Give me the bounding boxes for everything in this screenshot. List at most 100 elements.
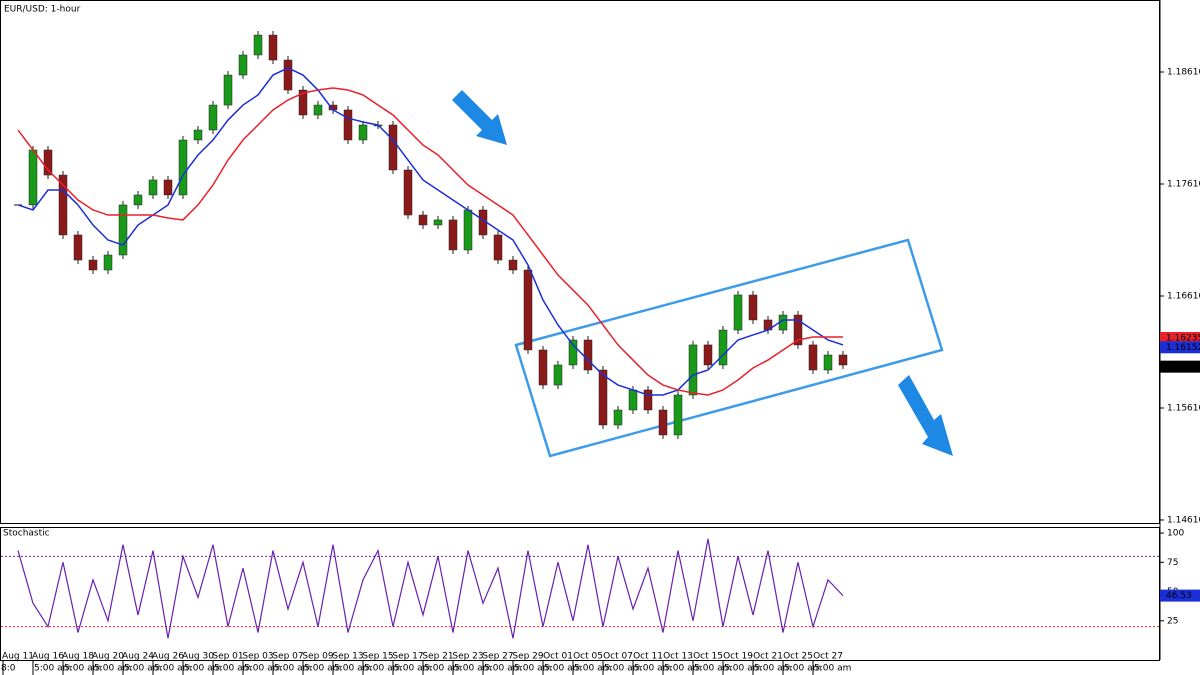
x-time-label: 5:00 am (634, 664, 671, 674)
x-time-label: 5:00 am (394, 664, 431, 674)
candle (148, 179, 158, 196)
price-panel (0, 0, 1160, 524)
x-time-label: 8:0 (1, 664, 16, 674)
x-tick-label: Sep 07 (272, 652, 303, 662)
x-time-label: 5:00 am (724, 664, 761, 674)
x-time-label: 5:00 am (484, 664, 521, 674)
candle (238, 54, 248, 76)
arrow (898, 375, 953, 456)
x-tick-label: Aug 11 (2, 652, 34, 662)
candle (838, 354, 848, 366)
candle (463, 209, 473, 251)
x-time-label: 5:00 am (94, 664, 131, 674)
y-tick-label: 1.15610 (1167, 403, 1200, 413)
x-time-label: 5:00 am (574, 664, 611, 674)
x-time-label: 5:00 am (694, 664, 731, 674)
x-time-label: 5:00 am (754, 664, 791, 674)
candle (433, 219, 443, 226)
candle (718, 329, 728, 366)
candle (613, 409, 623, 426)
candle (538, 349, 548, 386)
moving-average (17, 67, 844, 396)
candle (208, 104, 218, 131)
candle (358, 124, 368, 141)
x-time-label: 5:00 am (544, 664, 581, 674)
candle (748, 294, 758, 321)
x-tick-label: Oct 15 (693, 652, 723, 662)
x-tick-label: Sep 27 (482, 652, 513, 662)
x-tick-label: Oct 25 (783, 652, 813, 662)
candle (823, 354, 833, 371)
candle (103, 254, 113, 271)
y-tick-label: 1.17610 (1167, 180, 1200, 190)
candle (658, 409, 668, 436)
x-tick-label: Sep 23 (452, 652, 483, 662)
candle (268, 34, 278, 61)
price-marker (1160, 331, 1200, 344)
candle (193, 129, 203, 141)
x-tick-label: Sep 13 (332, 652, 363, 662)
price-marker-label: 46.53 (1166, 591, 1192, 601)
candle (28, 149, 38, 206)
candle (223, 74, 233, 106)
candle (343, 109, 353, 141)
x-tick-label: Oct 01 (543, 652, 573, 662)
x-time-label: 5:00 am (304, 664, 341, 674)
x-time-label: 5:00 am (154, 664, 191, 674)
x-tick-label: Oct 07 (603, 652, 633, 662)
candle (628, 389, 638, 411)
price-marker (1160, 341, 1200, 354)
title-box (2, 2, 96, 15)
candle (673, 394, 683, 436)
x-time-label: 5:00 am (214, 664, 251, 674)
x-tick-label: Aug 24 (122, 652, 154, 662)
candle (568, 339, 578, 366)
candle (73, 234, 83, 261)
candle (808, 344, 818, 371)
x-time-label: 5:00 am (364, 664, 401, 674)
price-marker-label: 1.16235 (1166, 333, 1200, 343)
candle (58, 174, 68, 236)
candle (118, 204, 128, 256)
candle (163, 179, 173, 196)
x-tick-label: Sep 29 (512, 652, 544, 662)
price-marker (1160, 360, 1200, 373)
y-tick-label: 100 (1167, 529, 1184, 539)
candle (793, 314, 803, 346)
x-tick-label: Oct 27 (813, 652, 843, 662)
candle (133, 194, 143, 206)
x-tick-label: Oct 11 (633, 652, 663, 662)
x-time-label: 5:00 am (664, 664, 701, 674)
x-time-label: 5:00 am (424, 664, 461, 674)
moving-average (17, 87, 843, 396)
x-time-label: 5:00 am (604, 664, 641, 674)
x-time-label: 5:00 am (274, 664, 311, 674)
candle (448, 219, 458, 251)
x-time-label: 5:00 am (514, 664, 551, 674)
candle (388, 124, 398, 171)
candle (313, 104, 323, 116)
candle (43, 149, 53, 176)
arrows (452, 90, 953, 456)
x-tick-label: Sep 17 (392, 652, 423, 662)
stoch-panel (0, 527, 1160, 661)
price-marker (1160, 589, 1200, 602)
candle (583, 339, 593, 371)
price-marker-label: 1.15979 (1166, 362, 1200, 372)
candle (283, 59, 293, 91)
x-tick-label: Aug 30 (182, 652, 214, 662)
y-tick-label: 25 (1167, 616, 1178, 626)
channel (514, 238, 944, 458)
x-tick-label: Sep 03 (242, 652, 273, 662)
candle (523, 269, 533, 351)
candle (508, 259, 518, 271)
candle (703, 344, 713, 366)
x-time-label: 5:00 am (814, 664, 851, 674)
x-tick-label: Aug 16 (32, 652, 64, 662)
x-tick-label: Aug 18 (62, 652, 94, 662)
x-time-label: 5:00 am (334, 664, 371, 674)
x-time-label: 5:00 am (244, 664, 281, 674)
candle (88, 259, 98, 271)
candle (553, 364, 563, 386)
